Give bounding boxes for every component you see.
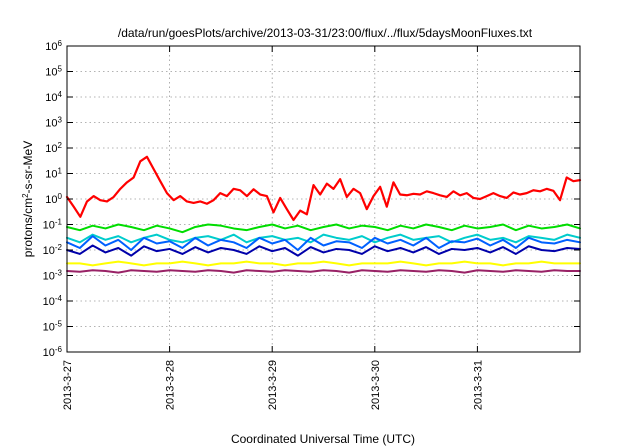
y-tick-label: 10-2 — [43, 243, 63, 258]
y-axis-label: protons/cm2-s-sr-MeV — [21, 141, 36, 257]
series-line-6 — [66, 260, 581, 267]
x-tick-label: 2013-3-29 — [267, 360, 279, 410]
x-tick-label: 2013-3-31 — [472, 360, 484, 410]
series-line-3 — [66, 233, 581, 244]
y-tick-label: 102 — [45, 141, 62, 156]
series-line-5 — [66, 244, 581, 257]
y-tick-label: 105 — [45, 64, 62, 79]
chart-title: /data/run/goesPlots/archive/2013-03-31/2… — [118, 26, 533, 40]
x-axis-label: Coordinated Universal Time (UTC) — [231, 432, 415, 446]
y-tick-label: 10-5 — [43, 319, 63, 334]
series-lines — [65, 155, 582, 274]
y-tick-label: 100 — [45, 192, 62, 207]
series-line-1 — [65, 155, 582, 222]
series-line-2 — [66, 223, 581, 234]
x-tick-label: 2013-3-28 — [165, 360, 177, 410]
series-line-4 — [66, 235, 581, 251]
y-tick-label: 10-1 — [43, 217, 63, 232]
x-tick-label: 2013-3-27 — [62, 360, 74, 410]
y-tick-label: 10-4 — [43, 294, 63, 309]
x-tick-label: 2013-3-30 — [370, 360, 382, 410]
y-tick-label: 101 — [45, 166, 62, 181]
y-tick-label: 10-3 — [43, 268, 63, 283]
y-tick-label: 106 — [45, 39, 62, 54]
axis-ticks: 10-6 10-5 10-4 10-3 10-2 10-1 100 101 102 103 104 1… — [43, 39, 580, 410]
y-tick-label: 104 — [45, 90, 62, 105]
y-tick-label: 103 — [45, 115, 62, 130]
y-tick-label: 10-6 — [43, 345, 63, 360]
series-line-7 — [66, 269, 581, 274]
